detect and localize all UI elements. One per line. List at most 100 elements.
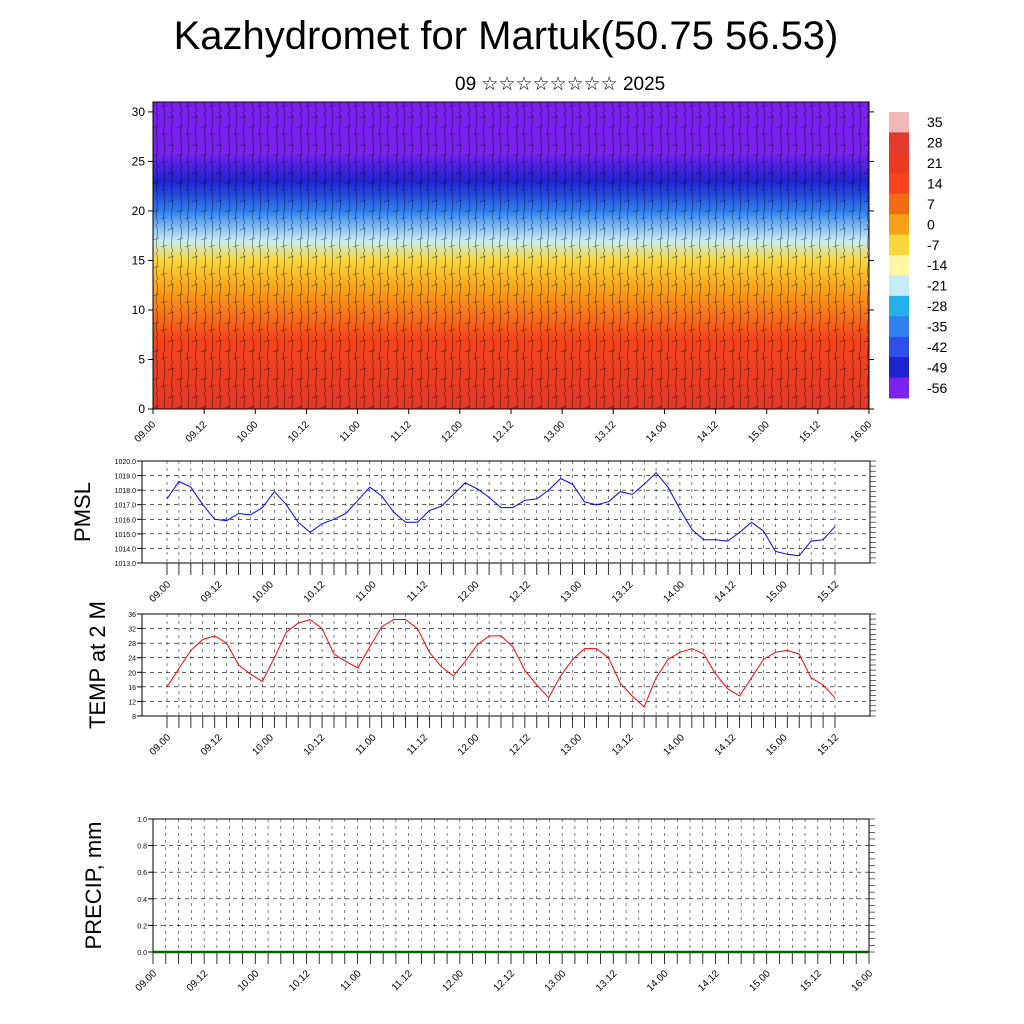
colorbar-swatch xyxy=(889,152,909,174)
colorbar-swatch xyxy=(889,173,909,195)
colorbar-label: -35 xyxy=(927,319,947,335)
colorbar-swatch xyxy=(889,193,909,215)
pmsl-panel: 1013.0 1014.0 1015.0 1016.0 1017.0 1018.0 1019… xyxy=(70,459,876,605)
precipitation-panel: 0.0 0.2 0.4 0.6 0.8 1.0 09.00 09.12 10.00 10.12 11… xyxy=(81,817,875,994)
y-tick-label: 1017.0 xyxy=(115,503,137,510)
y-tick-label: 0.6 xyxy=(137,870,147,877)
x-tick-label: 09.12 xyxy=(184,419,210,445)
colorbar-swatch xyxy=(889,214,909,236)
x-tick-label: 12.00 xyxy=(441,968,467,994)
colorbar-swatch xyxy=(889,132,909,154)
x-tick-label: 12.12 xyxy=(491,419,517,445)
x-tick-label: 11.12 xyxy=(405,579,430,604)
colorbar-label: -56 xyxy=(927,380,947,396)
y-tick-label: 8 xyxy=(132,714,136,721)
colorbar-swatch xyxy=(889,234,909,256)
x-tick-label: 14.12 xyxy=(713,579,739,605)
x-tick-label: 12.00 xyxy=(440,419,466,445)
colorbar-swatch xyxy=(889,377,909,399)
y-tick-label: 0.8 xyxy=(137,844,147,851)
x-tick-label: 10.12 xyxy=(302,579,328,605)
x-tick-label: 14.00 xyxy=(661,579,687,605)
series-line xyxy=(166,471,836,557)
x-tick-label: 15.12 xyxy=(816,579,842,605)
y-tick-label: 25 xyxy=(132,154,146,168)
colorbar-label: -28 xyxy=(927,298,947,314)
x-tick-label: 11.00 xyxy=(354,579,379,604)
colorbar-swatch xyxy=(889,295,909,317)
x-tick-label: 12.12 xyxy=(507,579,533,605)
x-tick-label: 10.00 xyxy=(250,732,276,758)
x-tick-label: 14.00 xyxy=(644,419,670,445)
y-tick-label: 1018.0 xyxy=(115,488,137,495)
x-tick-label: 09.00 xyxy=(133,419,159,445)
x-tick-label: 13.12 xyxy=(594,968,620,994)
x-tick-label: 11.12 xyxy=(390,968,415,993)
y-tick-label: 1013.0 xyxy=(115,561,137,568)
y-tick-label: 1020.0 xyxy=(115,459,137,466)
x-tick-label: 10.12 xyxy=(287,968,313,994)
series-line xyxy=(166,618,836,708)
x-tick-label: 11.00 xyxy=(339,968,364,993)
y-tick-label: 24 xyxy=(128,656,136,663)
colorbar-label: -7 xyxy=(927,237,940,253)
x-tick-label: 10.00 xyxy=(236,968,262,994)
x-tick-label: 13.12 xyxy=(593,419,619,445)
colorbar-swatch xyxy=(889,357,909,379)
x-tick-label: 11.00 xyxy=(338,419,363,444)
colorbar-label: 35 xyxy=(927,114,943,130)
y-tick-label: 36 xyxy=(128,612,136,619)
x-tick-label: 10.12 xyxy=(302,732,328,758)
x-tick-label: 13.12 xyxy=(610,579,636,605)
y-tick-label: 5 xyxy=(138,352,145,366)
x-tick-label: 09.12 xyxy=(199,732,225,758)
x-tick-label: 10.00 xyxy=(235,419,261,445)
y-tick-label: 20 xyxy=(128,670,136,677)
x-tick-label: 14.00 xyxy=(645,968,671,994)
panel-frame xyxy=(141,613,871,717)
x-tick-label: 16.00 xyxy=(850,968,876,994)
colorbar-label: 14 xyxy=(927,176,943,192)
colorbar-label: 21 xyxy=(927,155,943,171)
y-tick-label: 1016.0 xyxy=(115,517,137,524)
x-tick-label: 14.12 xyxy=(713,732,739,758)
x-tick-label: 10.00 xyxy=(250,579,276,605)
y-tick-label: 30 xyxy=(132,105,146,119)
panel-frame xyxy=(141,460,871,564)
x-tick-label: 15.00 xyxy=(746,419,772,445)
y-tick-label: 0.0 xyxy=(137,950,147,957)
x-tick-label: 11.00 xyxy=(354,732,379,757)
x-tick-label: 11.12 xyxy=(389,419,414,444)
cross-section-panel: 0 5 10 15 20 25 30 09.00 09.12 10.00 10.12 11.00 11.… xyxy=(132,101,874,445)
x-tick-label: 12.12 xyxy=(492,968,518,994)
x-tick-label: 13.00 xyxy=(559,732,585,758)
x-tick-label: 14.00 xyxy=(661,732,687,758)
y-tick-label: 10 xyxy=(132,303,146,317)
colorbar-label: 28 xyxy=(927,135,943,151)
y-tick-label: 15 xyxy=(132,253,146,267)
y-tick-label: 28 xyxy=(128,641,136,648)
y-tick-label: 20 xyxy=(132,204,146,218)
y-tick-label: 1015.0 xyxy=(115,532,137,539)
x-tick-label: 15.12 xyxy=(816,732,842,758)
x-tick-label: 10.12 xyxy=(286,419,312,445)
y-axis-title: PMSL xyxy=(70,482,95,542)
x-tick-label: 14.12 xyxy=(696,968,722,994)
x-tick-label: 14.12 xyxy=(695,419,721,445)
colorbar-label: -42 xyxy=(927,339,947,355)
x-tick-label: 09.00 xyxy=(134,968,160,994)
colorbar-swatch xyxy=(889,112,909,133)
x-tick-label: 09.12 xyxy=(185,968,211,994)
y-tick-label: 1.0 xyxy=(137,817,147,824)
x-tick-label: 13.00 xyxy=(559,579,585,605)
colorbar: 35 28 21 14 7 0 -7 -14 -21 -28 -35 -42 -49 -56 xyxy=(889,112,947,399)
x-tick-label: 12.00 xyxy=(456,732,482,758)
y-tick-label: 0 xyxy=(138,402,145,416)
colorbar-label: 0 xyxy=(927,216,935,232)
wind-streamlines xyxy=(153,102,869,409)
x-tick-label: 15.00 xyxy=(764,732,790,758)
colorbar-swatch xyxy=(889,275,909,297)
colorbar-swatch xyxy=(889,255,909,276)
y-tick-label: 1014.0 xyxy=(115,546,137,553)
colorbar-swatch xyxy=(889,336,909,358)
